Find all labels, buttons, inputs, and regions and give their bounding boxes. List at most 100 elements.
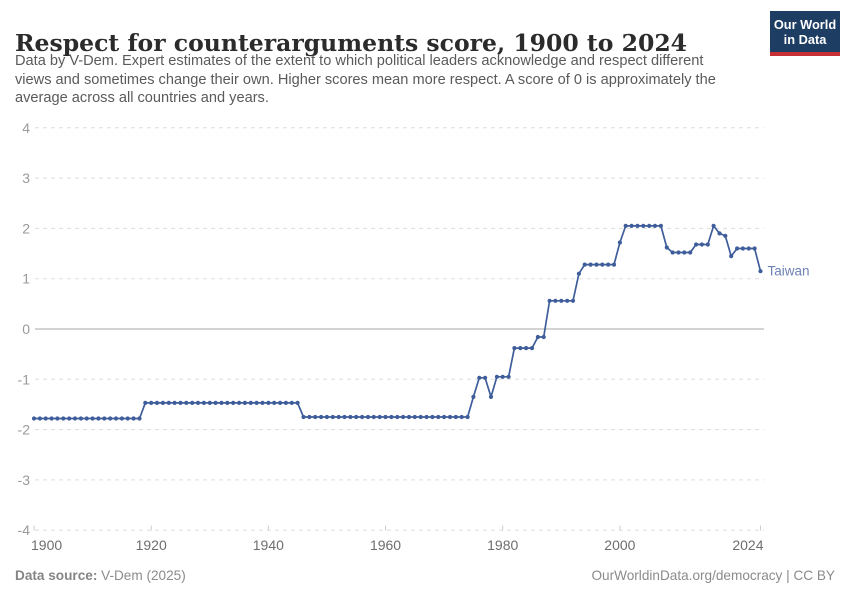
data-point[interactable] [360,414,365,420]
data-point[interactable] [55,416,60,421]
data-point[interactable] [143,400,148,405]
data-point[interactable] [225,400,230,405]
data-point[interactable] [102,416,107,421]
data-point[interactable] [336,414,341,420]
data-point[interactable] [67,416,72,421]
data-point[interactable] [623,223,628,228]
data-point[interactable] [436,414,441,420]
data-point[interactable] [383,414,388,420]
data-point[interactable] [207,400,212,405]
data-point[interactable] [406,414,412,420]
data-point[interactable] [260,400,265,405]
data-point[interactable] [72,416,78,421]
data-point[interactable] [365,414,371,420]
data-point[interactable] [699,242,705,247]
data-point[interactable] [506,374,511,379]
data-point[interactable] [237,400,242,405]
owid-license-link[interactable]: OurWorldinData.org/democracy | CC BY [591,568,835,583]
data-point[interactable] [190,400,195,405]
data-point[interactable] [746,246,751,251]
data-point[interactable] [125,416,130,421]
data-point[interactable] [529,346,535,351]
data-point[interactable] [541,334,546,340]
data-point[interactable] [184,400,189,405]
data-point[interactable] [231,400,236,405]
data-point[interactable] [483,375,488,380]
data-point[interactable] [149,400,154,405]
data-point[interactable] [78,416,83,421]
data-point[interactable] [518,346,523,351]
data-point[interactable] [166,400,171,405]
data-point[interactable] [49,416,54,421]
data-point[interactable] [565,298,570,303]
data-point[interactable] [705,242,710,247]
data-point[interactable] [266,400,271,405]
data-point[interactable] [723,233,728,238]
data-point[interactable] [477,375,482,380]
data-point[interactable] [37,416,43,421]
data-point[interactable] [96,416,101,421]
data-point[interactable] [137,416,142,421]
data-point[interactable] [371,414,376,420]
data-point[interactable] [160,400,165,405]
data-point[interactable] [84,416,89,421]
data-point[interactable] [547,298,552,303]
data-point[interactable] [465,414,470,420]
data-point[interactable] [664,245,669,250]
data-point[interactable] [113,416,119,421]
data-point[interactable] [652,223,658,228]
data-point[interactable] [43,416,48,421]
data-point[interactable] [395,414,400,420]
data-point[interactable] [676,250,681,255]
data-point[interactable] [307,414,312,420]
data-point[interactable] [289,400,294,405]
data-point[interactable] [688,250,693,255]
data-point[interactable] [442,414,447,420]
data-point[interactable] [90,416,95,421]
data-point[interactable] [694,242,699,247]
data-point[interactable] [735,246,740,251]
data-point[interactable] [178,400,183,405]
data-point[interactable] [670,250,675,255]
data-point[interactable] [729,254,734,259]
data-point[interactable] [635,223,640,228]
data-point[interactable] [617,240,623,245]
data-point[interactable] [254,400,259,405]
data-point[interactable] [201,400,206,405]
data-point[interactable] [330,414,335,420]
data-point[interactable] [424,414,429,420]
owid-logo[interactable]: Our World in Data [770,11,840,56]
data-point[interactable] [108,416,113,421]
data-point[interactable] [559,298,564,303]
taiwan-series-line[interactable] [34,225,762,420]
data-point[interactable] [606,262,611,267]
data-point[interactable] [553,298,558,303]
data-point[interactable] [430,414,435,420]
data-point[interactable] [377,414,382,420]
data-point[interactable] [611,262,617,267]
data-point[interactable] [512,346,517,351]
data-point[interactable] [588,262,593,267]
data-point[interactable] [500,374,505,379]
data-point[interactable] [301,414,306,420]
data-point[interactable] [658,223,664,228]
data-point[interactable] [570,298,576,303]
data-point[interactable] [401,414,406,420]
data-point[interactable] [576,271,582,276]
data-point[interactable] [219,400,224,405]
data-point[interactable] [131,416,136,421]
data-point[interactable] [61,416,66,421]
data-point[interactable] [31,416,37,421]
data-point[interactable] [447,414,453,420]
data-point[interactable] [682,250,687,255]
data-point[interactable] [418,414,423,420]
data-point[interactable] [594,262,599,267]
data-point[interactable] [154,400,160,405]
data-point[interactable] [172,400,177,405]
data-point[interactable] [711,223,716,228]
data-point[interactable] [717,231,722,236]
data-point[interactable] [494,374,499,379]
data-point[interactable] [248,400,253,405]
data-point[interactable] [283,400,288,405]
data-point[interactable] [324,414,329,420]
